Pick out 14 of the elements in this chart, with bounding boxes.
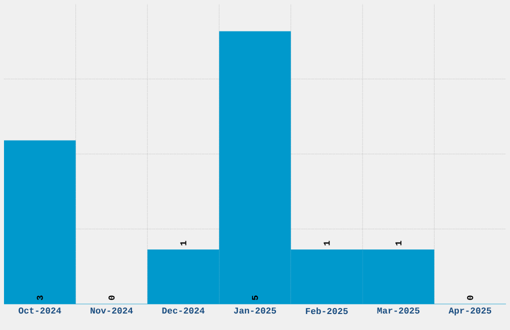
x-tick-label: Dec-2024 xyxy=(162,308,205,314)
data-label: 0 xyxy=(467,296,474,300)
x-tick-label: Apr-2025 xyxy=(448,308,492,316)
x-tick-label: Nov-2024 xyxy=(90,308,133,314)
data-label: 0 xyxy=(108,296,115,300)
x-tick-label: Jan-2025 xyxy=(234,308,276,314)
x-tick-label: Feb-2025 xyxy=(306,308,348,314)
data-label: 1 xyxy=(395,240,402,246)
data-label: 3 xyxy=(36,296,43,300)
x-tick-label: Oct-2024 xyxy=(18,308,62,314)
data-label: 1 xyxy=(180,240,186,246)
x-tick-label: Mar-2025 xyxy=(377,308,420,314)
data-label: 5 xyxy=(252,296,258,300)
data-label: 1 xyxy=(324,240,330,246)
